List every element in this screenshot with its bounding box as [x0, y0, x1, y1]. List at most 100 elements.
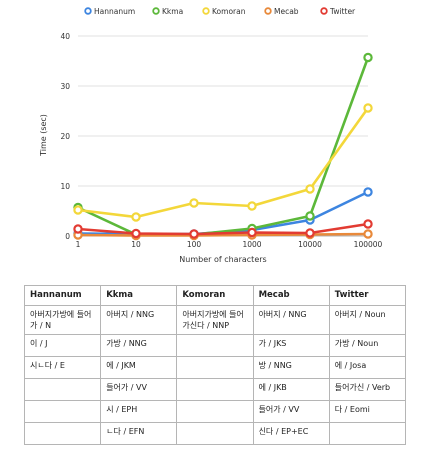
x-tick-label: 100000 [354, 240, 383, 249]
column-header-mecab: Mecab [252, 285, 330, 306]
table-cell: 아버지 / NNG [100, 305, 178, 335]
table-cell: 다 / Eomi [328, 400, 407, 423]
y-tick-label: 30 [60, 82, 70, 91]
data-point-komoran [247, 201, 257, 211]
data-point-komoran [73, 205, 83, 215]
table-cell: 아버지 / NNG [252, 305, 330, 335]
legend-label-komoran: Komoran [212, 7, 246, 16]
table-cell: 에 / Josa [328, 356, 407, 379]
chart-legend: Hannanum Kkma Komoran Mecab Twitter [84, 7, 356, 16]
data-point-twitter [131, 228, 141, 239]
legend-marker-hannanum [84, 7, 92, 15]
y-tick-label: 0 [65, 232, 70, 241]
x-tick-label: 100 [187, 240, 202, 249]
legend-item-komoran: Komoran [202, 7, 246, 16]
data-point-komoran [363, 103, 373, 113]
table-cell [23, 400, 102, 423]
tokenization-table: Hannanum Kkma Komoran Mecab Twitter 아버지가방에 들… [23, 285, 407, 445]
legend-marker-twitter [320, 7, 328, 15]
table-cell: 가 / JKS [252, 334, 330, 357]
x-tick-label: 1000 [242, 240, 261, 249]
table-cell: 시 / EPH [100, 400, 178, 423]
table-cell: 시ㄴ다 / E [23, 356, 102, 379]
data-point-twitter [247, 227, 257, 238]
table-cell [23, 422, 102, 445]
chart-series [73, 52, 373, 241]
table-cell: 에 / JKM [100, 356, 178, 379]
data-point-hannanum [363, 187, 373, 197]
table-cell: 방 / NNG [252, 356, 330, 379]
legend-label-mecab: Mecab [274, 7, 299, 16]
data-point-komoran [189, 198, 199, 208]
legend-item-mecab: Mecab [264, 7, 299, 16]
series-line-komoran [77, 107, 370, 219]
data-point-komoran [305, 184, 315, 194]
x-tick-label: 10000 [298, 240, 322, 249]
line-chart: Hannanum Kkma Komoran Mecab Twitter 0 10 20 30 4… [39, 7, 383, 264]
series-line-mecab [77, 232, 369, 237]
data-point-komoran [131, 212, 141, 222]
table-cell [328, 422, 407, 445]
x-axis-ticks: 1 10 100 1000 10000 100000 [76, 240, 383, 249]
x-axis-label: Number of characters [179, 255, 266, 264]
table-header-row: Hannanum Kkma Komoran Mecab Twitter [23, 285, 407, 306]
data-point-twitter [363, 219, 373, 229]
series-komoran [73, 103, 373, 222]
table-cell: 들어가 / VV [100, 378, 178, 401]
y-tick-label: 10 [60, 182, 70, 191]
table-cell [23, 378, 102, 401]
legend-item-twitter: Twitter [320, 7, 356, 16]
data-point-twitter [305, 228, 315, 238]
table-cell [176, 356, 254, 379]
legend-item-kkma: Kkma [152, 7, 183, 16]
table-cell: ㄴ다 / EFN [100, 422, 178, 445]
series-line-kkma [77, 57, 370, 236]
table-row: 시 / EPH 들어가 / VV 다 / Eomi [23, 400, 407, 423]
data-point-mecab [363, 229, 373, 239]
column-header-komoran: Komoran [176, 285, 254, 306]
table-cell [176, 422, 254, 445]
table-row: 아버지가방에 들어가 / N 아버지 / NNG 아버지가방에 들어가신다 / NN… [23, 305, 407, 335]
table-cell: 가방 / NNG [100, 334, 178, 357]
legend-marker-kkma [152, 7, 160, 15]
column-header-twitter: Twitter [328, 285, 407, 306]
x-tick-label: 10 [131, 240, 141, 249]
table-cell: 이 / J [23, 334, 102, 357]
data-point-twitter [73, 224, 83, 234]
table-cell [176, 400, 254, 423]
table-cell: 아버지가방에 들어가 / N [23, 305, 102, 335]
table-cell: 에 / JKB [252, 378, 330, 401]
tokenization-table-container: Hannanum Kkma Komoran Mecab Twitter 아버지가방에 들… [23, 285, 407, 445]
legend-label-kkma: Kkma [162, 7, 183, 16]
table-cell: 신다 / EP+EC [252, 422, 330, 445]
table-cell: 들어가신 / Verb [328, 378, 407, 401]
y-tick-label: 40 [60, 32, 70, 41]
data-point-kkma [363, 52, 373, 63]
data-point-twitter [189, 229, 199, 239]
table-row: 이 / J 가방 / NNG 가 / JKS 가방 / Noun [23, 334, 407, 357]
table-row: ㄴ다 / EFN 신다 / EP+EC [23, 422, 407, 445]
table-cell: 아버지가방에 들어가신다 / NNP [176, 305, 254, 335]
column-header-kkma: Kkma [100, 285, 178, 306]
legend-item-hannanum: Hannanum [84, 7, 135, 16]
y-axis-ticks: 0 10 20 30 40 [60, 32, 70, 241]
table-cell [176, 378, 254, 401]
y-tick-label: 20 [60, 132, 70, 141]
table-cell: 가방 / Noun [328, 334, 407, 357]
legend-label-twitter: Twitter [329, 7, 356, 16]
legend-label-hannanum: Hannanum [94, 7, 135, 16]
series-twitter [73, 219, 373, 239]
table-cell: 들어가 / VV [252, 400, 330, 423]
table-cell: 아버지 / Noun [328, 305, 407, 335]
legend-marker-mecab [264, 7, 272, 15]
table-cell [176, 334, 254, 357]
x-tick-label: 1 [76, 240, 81, 249]
table-row: 들어가 / VV 에 / JKB 들어가신 / Verb [23, 378, 407, 401]
series-line-twitter [77, 222, 369, 236]
data-point-kkma [305, 211, 315, 221]
table-body: 아버지가방에 들어가 / N 아버지 / NNG 아버지가방에 들어가신다 / NN… [23, 305, 407, 445]
chart-gridlines [78, 35, 368, 237]
y-axis-label: Time (sec) [39, 114, 48, 157]
column-header-hannanum: Hannanum [23, 285, 102, 306]
